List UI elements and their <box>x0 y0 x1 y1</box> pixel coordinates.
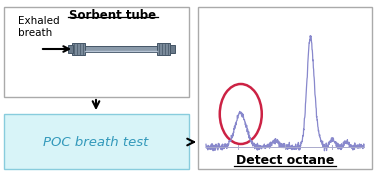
FancyBboxPatch shape <box>157 43 170 55</box>
FancyBboxPatch shape <box>170 45 175 53</box>
FancyBboxPatch shape <box>4 114 189 169</box>
Text: Detect octane: Detect octane <box>236 154 334 166</box>
FancyBboxPatch shape <box>198 7 372 169</box>
FancyBboxPatch shape <box>85 46 157 52</box>
FancyBboxPatch shape <box>4 7 189 97</box>
Text: Exhaled
breath: Exhaled breath <box>18 16 60 38</box>
Text: Sorbent tube: Sorbent tube <box>70 9 156 22</box>
FancyBboxPatch shape <box>72 43 85 55</box>
Text: POC breath test: POC breath test <box>43 136 149 149</box>
FancyBboxPatch shape <box>68 45 73 53</box>
